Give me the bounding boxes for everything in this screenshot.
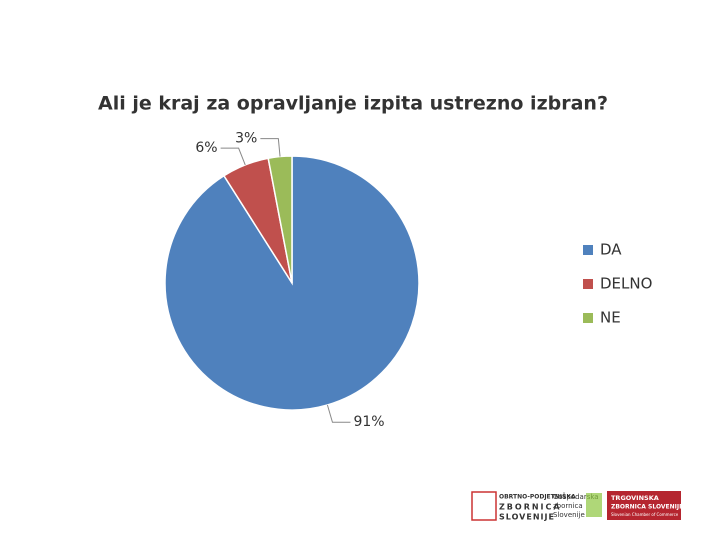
legend-swatch <box>583 245 593 255</box>
logo-text: ZBORNICA SLOVENIJE <box>611 504 683 511</box>
data-label: 6% <box>195 140 217 156</box>
logo-icon <box>586 493 602 517</box>
logo-text: Slovenian Chamber of Commerce <box>611 512 679 517</box>
logo-icon <box>471 491 497 521</box>
legend-label: NE <box>600 309 621 327</box>
logo-text: Gospodarska <box>553 493 599 501</box>
logo-text: Slovenije <box>553 511 585 519</box>
logo-text: SLOVENIJE <box>499 513 555 522</box>
logo-box <box>607 491 681 520</box>
logo-text: TRGOVINSKA <box>611 494 659 502</box>
pie-slice <box>267 155 293 284</box>
legend-label: DA <box>600 241 622 259</box>
legend-label: DELNO <box>600 275 652 293</box>
leader-line <box>260 138 281 157</box>
pie: 91% 6% 3% <box>164 131 420 430</box>
legend-swatch <box>583 313 593 323</box>
chart-title: Ali je kraj za opravljanje izpita ustrez… <box>98 93 608 115</box>
leader-line <box>220 147 246 166</box>
legend: DA DELNO NE <box>583 241 652 327</box>
logo-text: OBRTNO-PODJETNIŠKA <box>499 494 576 501</box>
logo-text: ZBORNICA <box>499 503 562 512</box>
legend-swatch <box>583 279 593 289</box>
data-label: 91% <box>353 414 384 430</box>
logos: OBRTNO-PODJETNIŠKA ZBORNICA SLOVENIJE Go… <box>471 491 683 522</box>
data-label: 3% <box>235 131 257 147</box>
logo-text: zbornica <box>553 502 583 510</box>
leader-line <box>326 404 351 423</box>
